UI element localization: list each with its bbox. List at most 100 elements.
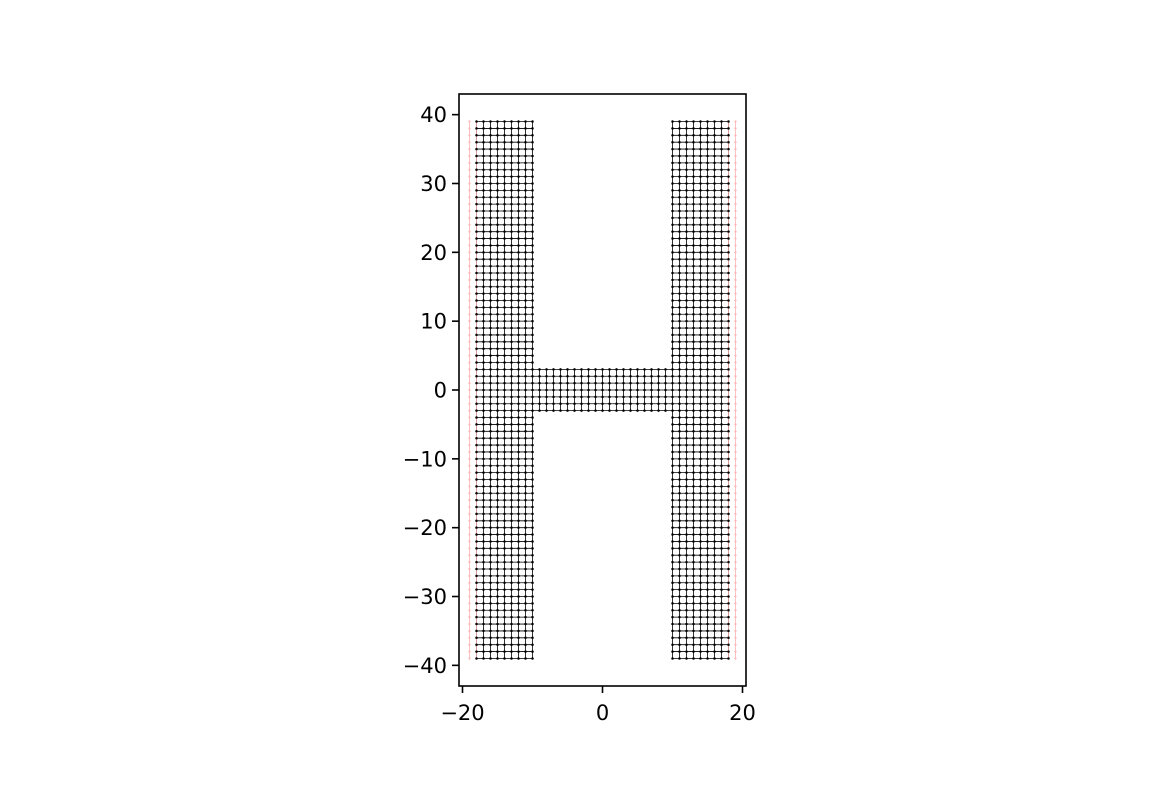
- lattice-site: [531, 202, 534, 206]
- lead-site: [468, 650, 471, 653]
- lattice-site: [692, 306, 695, 309]
- lattice-site: [692, 588, 695, 591]
- lattice-site: [692, 120, 695, 123]
- lead-site: [734, 512, 737, 516]
- lattice-site: [559, 395, 562, 399]
- lattice-site: [720, 450, 723, 454]
- lattice-site: [531, 127, 534, 130]
- lattice-site: [517, 622, 520, 626]
- lattice-site: [475, 609, 478, 612]
- lattice-site: [475, 189, 478, 192]
- lattice-site: [489, 271, 492, 275]
- lattice-site: [510, 368, 513, 371]
- lattice-site: [475, 492, 478, 495]
- lattice-site: [482, 423, 485, 426]
- lattice-site: [496, 271, 499, 275]
- lattice-site: [559, 368, 562, 371]
- y-tick-label: 30: [420, 172, 447, 196]
- lattice-site: [699, 478, 702, 481]
- lead-site: [468, 457, 471, 460]
- lattice-site: [699, 299, 702, 302]
- lattice-site: [685, 416, 688, 419]
- lattice-site: [678, 257, 681, 261]
- lattice-site: [685, 471, 688, 474]
- lattice-site: [475, 333, 478, 337]
- lead-site: [734, 554, 737, 557]
- lattice-site: [482, 175, 485, 178]
- lattice-site: [720, 436, 723, 440]
- lattice-site: [524, 588, 527, 591]
- lattice-site: [475, 526, 478, 529]
- lattice-site: [531, 381, 534, 385]
- lattice-site: [524, 423, 527, 426]
- lattice-site: [713, 168, 716, 171]
- lattice-site: [517, 189, 520, 192]
- lattice-site: [671, 285, 674, 288]
- lead-site: [468, 464, 471, 467]
- lattice-site: [587, 388, 590, 392]
- lattice-site: [720, 257, 723, 261]
- lattice-site: [517, 120, 520, 123]
- lead-site: [734, 230, 737, 233]
- lattice-site: [524, 347, 527, 350]
- lattice-site: [713, 526, 716, 529]
- lattice-site: [671, 519, 674, 523]
- lattice-site: [720, 216, 723, 220]
- lattice-site: [496, 127, 499, 130]
- lattice-site: [496, 313, 499, 316]
- lattice-site: [496, 402, 499, 406]
- lattice-site: [496, 189, 499, 192]
- lattice-site: [475, 622, 478, 626]
- lead-site: [734, 182, 737, 185]
- lattice-site: [517, 361, 520, 364]
- lattice-site: [727, 313, 730, 316]
- lattice-site: [699, 319, 702, 323]
- lattice-site: [496, 595, 499, 598]
- lattice-site: [510, 161, 513, 165]
- lattice-site: [727, 423, 730, 426]
- lattice-site: [727, 471, 730, 474]
- lattice-site: [482, 650, 485, 653]
- lattice-site: [482, 299, 485, 302]
- lattice-site: [503, 443, 506, 447]
- lattice-site: [699, 602, 702, 605]
- lattice-site: [699, 168, 702, 171]
- lattice-site: [482, 409, 485, 412]
- lattice-site: [566, 402, 569, 406]
- lattice-site: [699, 161, 702, 165]
- lattice-site: [531, 450, 534, 454]
- lattice-site: [685, 333, 688, 337]
- lattice-site: [706, 374, 709, 378]
- lattice-site: [489, 423, 492, 426]
- lattice-site: [608, 395, 611, 399]
- lattice-site: [671, 354, 674, 357]
- lattice-site: [727, 388, 730, 392]
- lattice-site: [699, 230, 702, 233]
- lattice-site: [517, 140, 520, 144]
- lattice-site: [727, 602, 730, 605]
- lattice-site: [678, 209, 681, 213]
- lattice-site: [650, 388, 653, 392]
- lattice-site: [475, 196, 478, 199]
- lattice-site: [531, 588, 534, 591]
- lattice-site: [706, 402, 709, 406]
- lattice-site: [503, 540, 506, 543]
- lattice-site: [720, 609, 723, 612]
- lattice-site: [692, 519, 695, 523]
- lattice-site: [699, 540, 702, 543]
- lattice-site: [671, 498, 674, 502]
- lattice-site: [699, 154, 702, 158]
- lattice-site: [636, 388, 639, 392]
- lattice-site: [517, 650, 520, 653]
- lattice-site: [503, 292, 506, 295]
- lattice-site: [496, 285, 499, 288]
- lattice-site: [587, 409, 590, 412]
- lattice-site: [678, 244, 681, 247]
- lattice-site: [685, 354, 688, 357]
- lattice-site: [720, 388, 723, 392]
- lattice-site: [699, 519, 702, 523]
- lattice-site: [720, 340, 723, 344]
- lattice-site: [489, 216, 492, 220]
- lattice-site: [510, 402, 513, 406]
- lattice-site: [503, 533, 506, 536]
